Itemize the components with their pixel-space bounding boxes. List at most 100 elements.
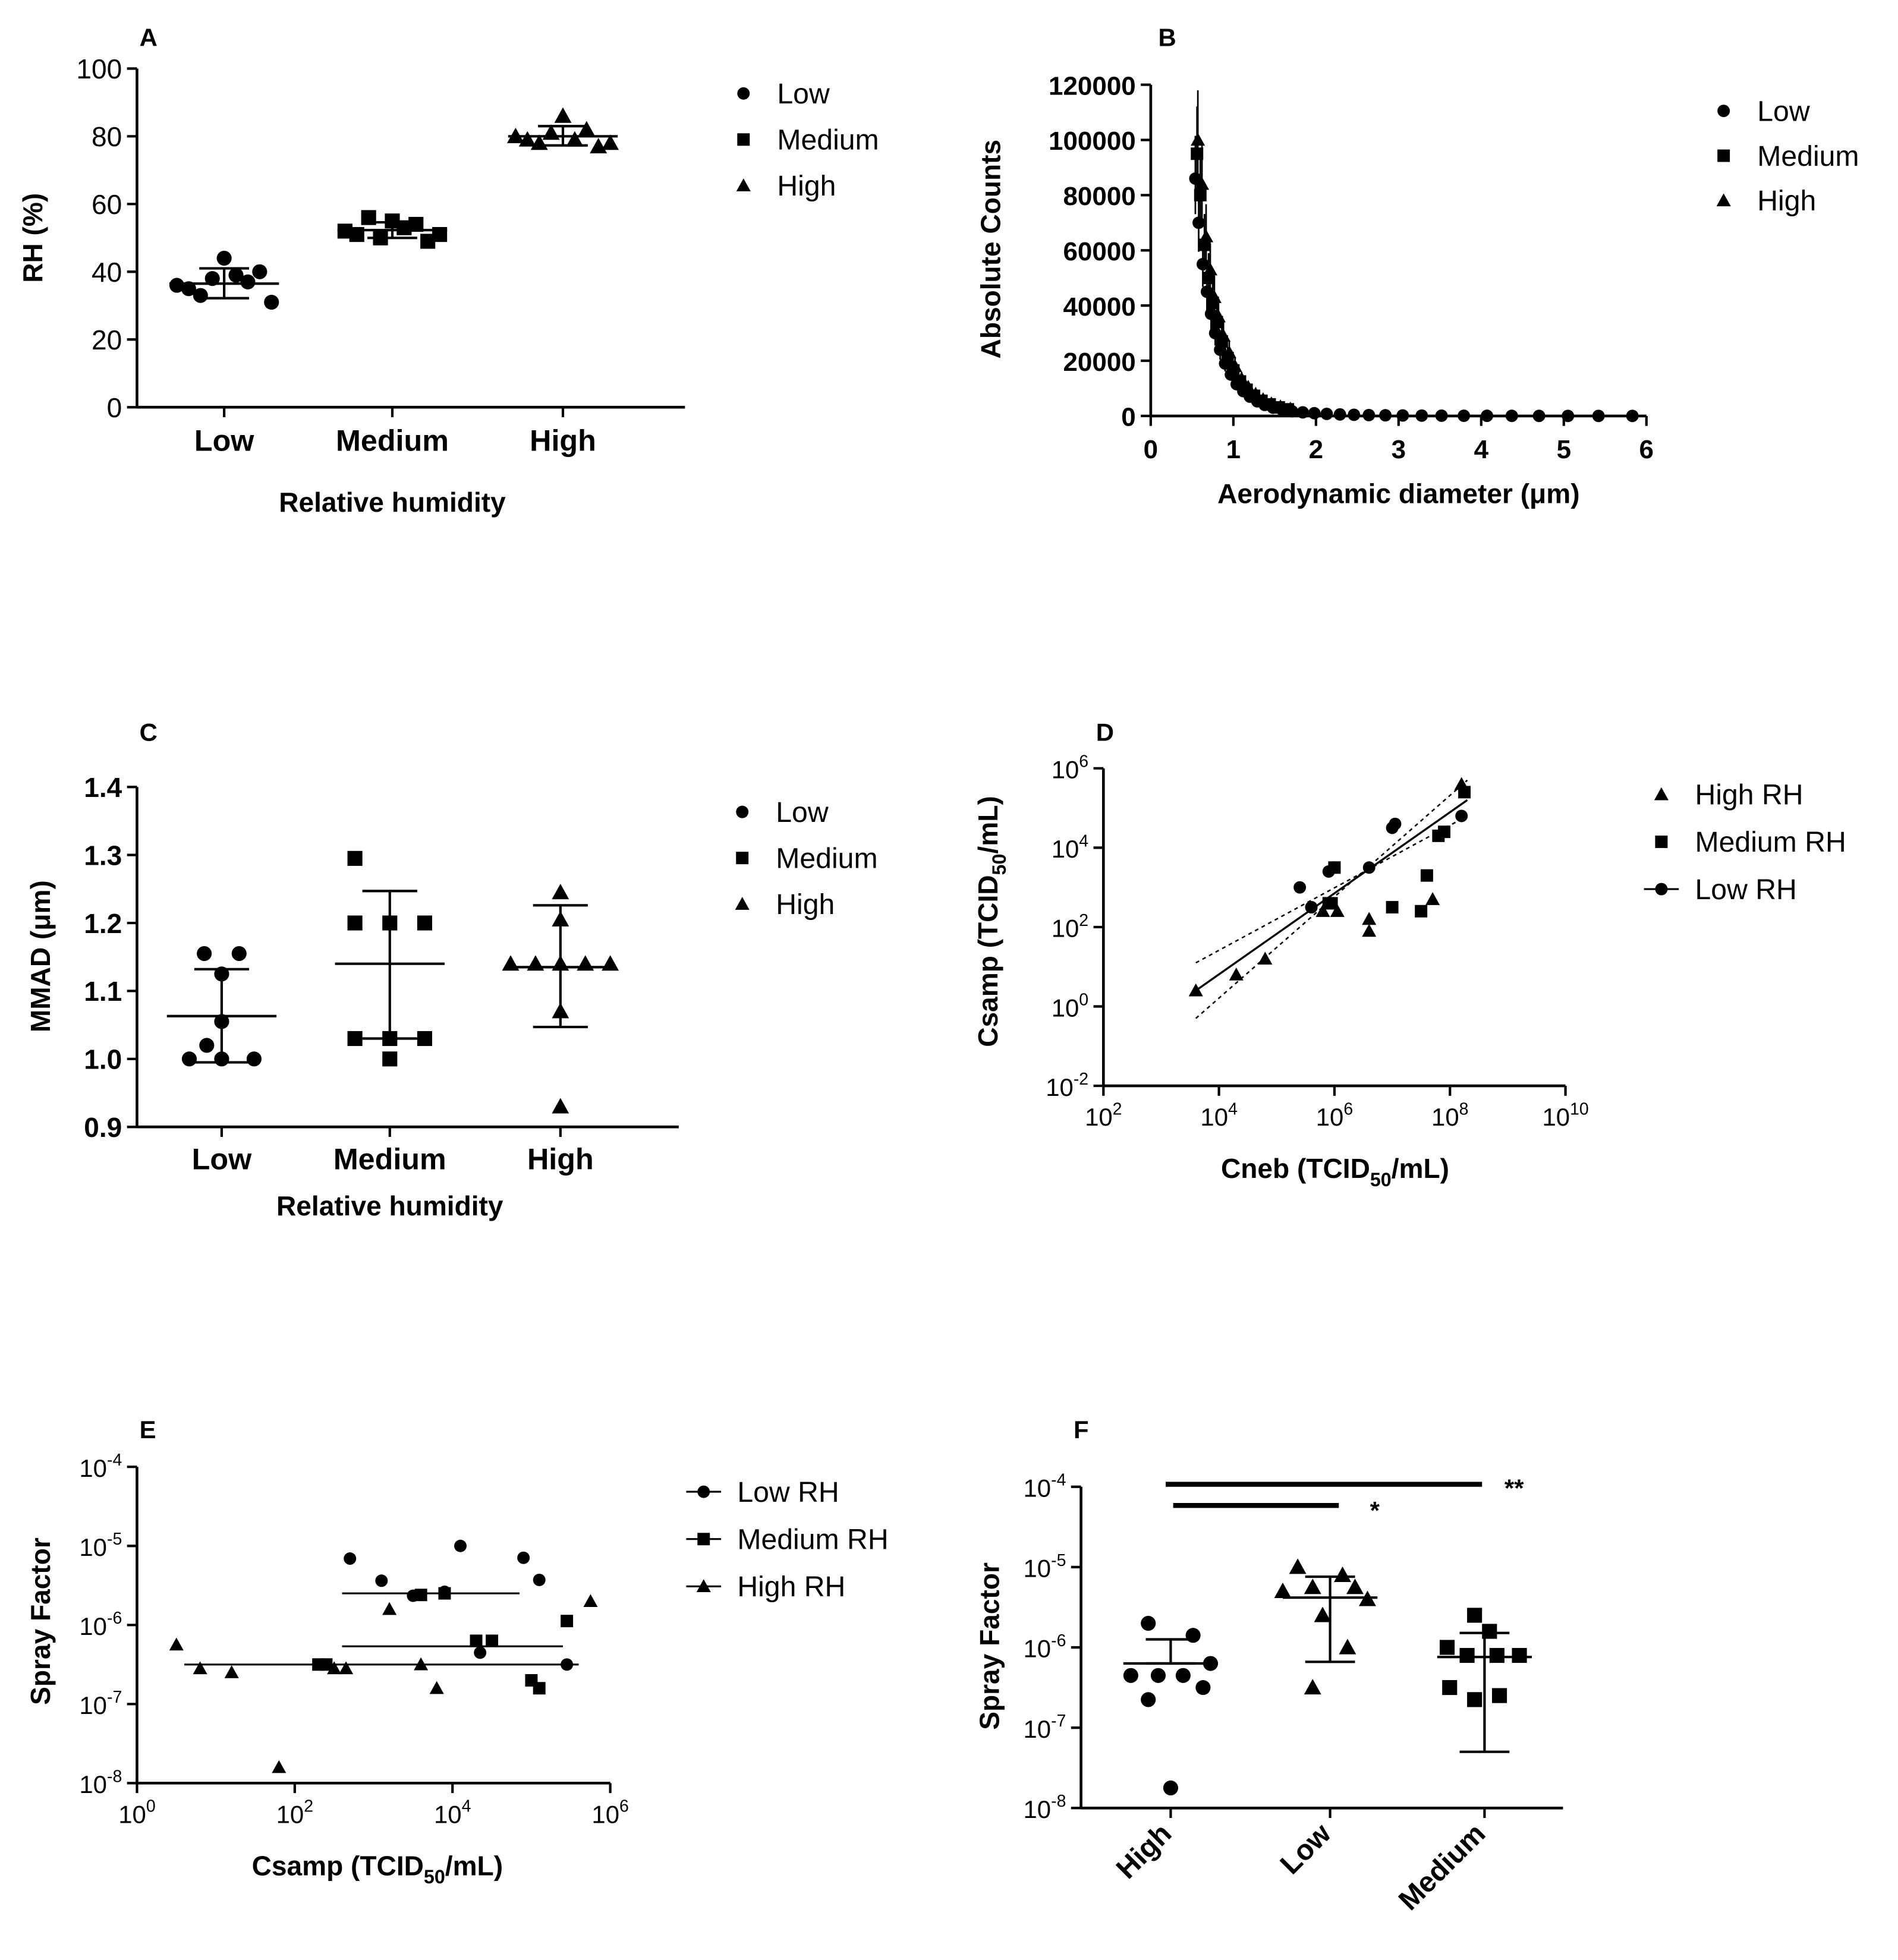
- panel-a-point-high: [602, 134, 619, 150]
- panel-c-point-medium: [417, 1031, 433, 1047]
- panel-b-point-high: [1227, 359, 1242, 372]
- panel-c-legend-marker-1: [736, 852, 749, 865]
- panel-b-point-low: [1505, 409, 1518, 423]
- panel-b-point-low: [1320, 407, 1333, 420]
- panel-d-legend-marker-1: [1655, 835, 1668, 848]
- panel-c-legend-marker-2: [735, 897, 750, 910]
- panel-a-xlabel: Relative humidity: [279, 487, 506, 518]
- panel-b-legend-marker-1: [1717, 149, 1730, 162]
- panel-f-point-high: [1195, 1679, 1211, 1696]
- panel-a-point-low: [264, 295, 279, 310]
- panel-b-point-low: [1308, 407, 1321, 420]
- panel-d-xtick-label: 1010: [1542, 1099, 1588, 1131]
- panel-d-point-medium-rh: [1458, 786, 1471, 799]
- panel-b-letter: B: [1158, 24, 1176, 52]
- panel-e-legend-label-0: Low RH: [737, 1476, 839, 1508]
- panel-c-point-high: [552, 884, 569, 900]
- panel-a-point-high: [578, 121, 596, 137]
- panel-f-point-low: [1304, 1679, 1321, 1695]
- panel-e-point-medium-rh: [486, 1634, 499, 1647]
- panel-f-point-low: [1314, 1606, 1332, 1622]
- panel-f-point-medium: [1442, 1679, 1458, 1696]
- panel-e-point-low-rh: [375, 1574, 388, 1587]
- panel-c-ytick-label: 1.0: [84, 1044, 122, 1075]
- panel-b-point-low: [1192, 216, 1205, 229]
- panel-c-legend-label-2: High: [776, 888, 835, 921]
- panel-d-point-high-rh: [1315, 904, 1330, 917]
- panel-b-ytick-label: 100000: [1049, 127, 1136, 156]
- panel-e-point-high-rh: [382, 1602, 397, 1615]
- panel-b-ytick-label: 120000: [1049, 71, 1136, 100]
- panel-b-point-high: [1198, 229, 1214, 242]
- panel-a-legend-label-1: Medium: [777, 124, 879, 156]
- panel-d-ytick-label: 104: [1052, 831, 1088, 863]
- panel-d-legend-label-0: High RH: [1695, 779, 1803, 811]
- panel-a-ytick-label: 80: [92, 121, 122, 152]
- panel-d-fit-line: [1195, 799, 1468, 992]
- panel-d-point-low-rh: [1305, 901, 1318, 914]
- panel-c-letter: C: [140, 719, 158, 746]
- panel-b-ylabel: Absolute Counts: [975, 140, 1006, 359]
- panel-d-ytick-label: 100: [1052, 990, 1088, 1022]
- panel-f-point-high: [1141, 1692, 1156, 1707]
- panel-b-ytick-label: 20000: [1063, 348, 1135, 377]
- panel-d-point-high-rh: [1258, 951, 1273, 965]
- panel-c-legend-label-1: Medium: [776, 842, 877, 874]
- panel-d-point-medium-rh: [1415, 905, 1428, 918]
- panel-f-point-medium: [1489, 1647, 1504, 1663]
- panel-b-point-high: [1273, 399, 1288, 412]
- panel-c-xtick-label: High: [527, 1142, 594, 1176]
- panel-f-point-medium: [1467, 1692, 1482, 1707]
- panel-c-legend-marker-0: [736, 805, 749, 818]
- panel-e-point-high-rh: [327, 1661, 342, 1675]
- panel-b-xtick-label: 6: [1639, 435, 1654, 464]
- panel-e-ylabel: Spray Factor: [25, 1537, 56, 1705]
- panel-b-point-high: [1203, 262, 1218, 276]
- panel-c-point-high: [552, 1098, 569, 1114]
- panel-b-point-high: [1211, 309, 1226, 323]
- panel-b-point-high: [1264, 396, 1279, 409]
- panel-f-ylabel: Spray Factor: [974, 1562, 1005, 1730]
- panel-b-point-high: [1248, 386, 1263, 400]
- panel-d-xtick-label: 102: [1085, 1099, 1122, 1131]
- panel-d-point-medium-rh: [1438, 825, 1451, 839]
- panel-a-ytick-label: 40: [92, 257, 122, 288]
- panel-e-point-high-rh: [169, 1637, 184, 1651]
- panel-a-xtick-label: Medium: [336, 424, 449, 458]
- panel-e-ytick-label: 10-7: [79, 1688, 122, 1719]
- panel-f-xtick-label: Low: [1274, 1817, 1337, 1881]
- panel-e-point-high-rh: [583, 1594, 598, 1608]
- panel-f-xtick-label: Medium: [1393, 1817, 1492, 1917]
- panel-a-point-high: [554, 107, 572, 123]
- panel-e-point-medium-rh: [414, 1589, 427, 1602]
- panel-b-legend-marker-0: [1717, 105, 1730, 118]
- panel-d-point-low-rh: [1455, 809, 1468, 823]
- panel-d-point-medium-rh: [1420, 869, 1433, 882]
- panel-d-ci-upper: [1195, 815, 1468, 964]
- panel-c-ylabel: MMAD (μm): [25, 880, 56, 1032]
- panel-c-point-medium: [347, 915, 363, 931]
- panel-d-letter: D: [1096, 719, 1114, 746]
- panel-b-point-high: [1195, 177, 1210, 190]
- panel-e-ytick-label: 10-5: [79, 1530, 122, 1561]
- panel-d-point-low-rh: [1362, 861, 1376, 874]
- panel-b-ytick-label: 0: [1121, 403, 1135, 432]
- panel-b-point-low: [1562, 409, 1575, 423]
- panel-f-point-medium: [1439, 1640, 1455, 1655]
- panel-e-point-medium-rh: [438, 1587, 451, 1600]
- panel-c-legend-label-0: Low: [776, 796, 829, 828]
- panel-f-letter: F: [1074, 1416, 1089, 1444]
- panel-a-point-low: [181, 281, 196, 297]
- panel-b-ytick-label: 40000: [1063, 292, 1135, 322]
- panel-b-ytick-label: 60000: [1063, 237, 1135, 266]
- panel-b-legend-label-0: Low: [1757, 95, 1810, 127]
- panel-f-ytick-label: 10-5: [1024, 1551, 1066, 1583]
- panel-a-xtick-label: High: [530, 424, 596, 458]
- panel-a-legend-marker-0: [737, 87, 750, 100]
- panel-f-point-high: [1123, 1668, 1138, 1683]
- panel-b-point-high: [1255, 392, 1270, 405]
- panel-f-point-low: [1274, 1582, 1292, 1598]
- panel-e-xtick-label: 100: [118, 1797, 155, 1829]
- panel-f-significance-label-1: *: [1370, 1496, 1380, 1524]
- panel-e-legend-label-2: High RH: [737, 1571, 845, 1603]
